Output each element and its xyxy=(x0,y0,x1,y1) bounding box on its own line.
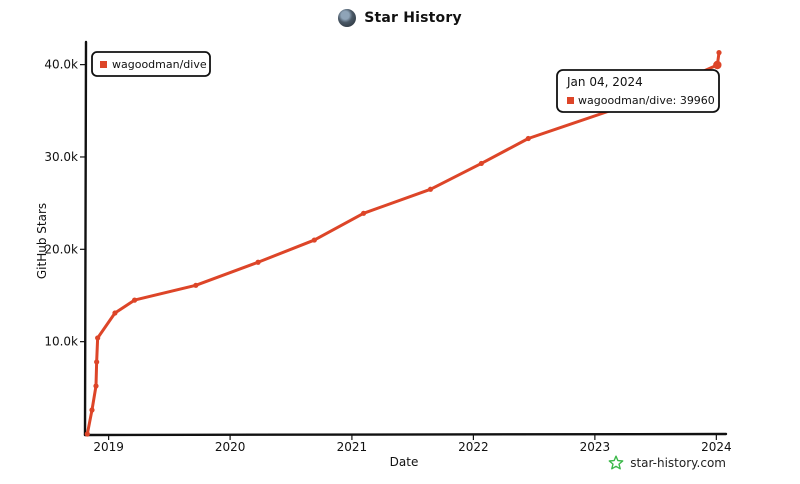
x-axis-label: Date xyxy=(390,455,419,469)
data-point xyxy=(311,237,317,243)
data-point xyxy=(131,297,138,303)
tooltip-value: wagoodman/dive: 39960 xyxy=(578,94,715,107)
legend-swatch xyxy=(100,61,107,68)
x-tick-label: 2023 xyxy=(580,440,611,454)
x-tick-label: 2020 xyxy=(215,440,246,454)
y-axis-label: GitHub Stars xyxy=(35,203,49,279)
x-tick-label: 2019 xyxy=(93,440,124,454)
data-point xyxy=(360,210,367,216)
data-point xyxy=(255,259,261,265)
data-point xyxy=(478,160,484,167)
data-point xyxy=(93,383,99,389)
x-tick-label: 2024 xyxy=(701,440,732,454)
data-point xyxy=(112,310,118,316)
chart-header: Star History xyxy=(0,6,800,30)
y-axis-line xyxy=(83,40,88,437)
star-outline-icon xyxy=(608,455,624,470)
y-tick-label: 40.0k xyxy=(44,58,78,72)
tooltip-swatch xyxy=(567,97,574,104)
tooltip-box xyxy=(556,69,720,113)
watermark-text: star-history.com xyxy=(630,456,726,470)
y-tick-label: 30.0k xyxy=(44,150,78,164)
x-axis-line xyxy=(83,432,728,437)
data-point xyxy=(89,407,95,413)
y-tick-label: 10.0k xyxy=(44,335,78,349)
tooltip-date: Jan 04, 2024 xyxy=(566,75,643,89)
x-tick-label: 2021 xyxy=(337,440,368,454)
legend-box xyxy=(91,51,211,77)
data-point xyxy=(94,359,100,365)
data-point xyxy=(95,335,101,341)
data-point xyxy=(525,135,531,142)
data-point xyxy=(713,60,722,70)
legend-label: wagoodman/dive xyxy=(112,58,207,71)
x-tick-label: 2022 xyxy=(458,440,489,454)
data-point xyxy=(193,282,199,288)
y-tick-label: 20.0k xyxy=(44,242,78,256)
data-point xyxy=(427,186,434,192)
data-point xyxy=(84,431,90,437)
chart-title: Star History xyxy=(364,10,462,26)
watermark[interactable]: star-history.com xyxy=(608,454,726,472)
repo-avatar-icon xyxy=(338,9,357,27)
data-point xyxy=(716,50,722,56)
